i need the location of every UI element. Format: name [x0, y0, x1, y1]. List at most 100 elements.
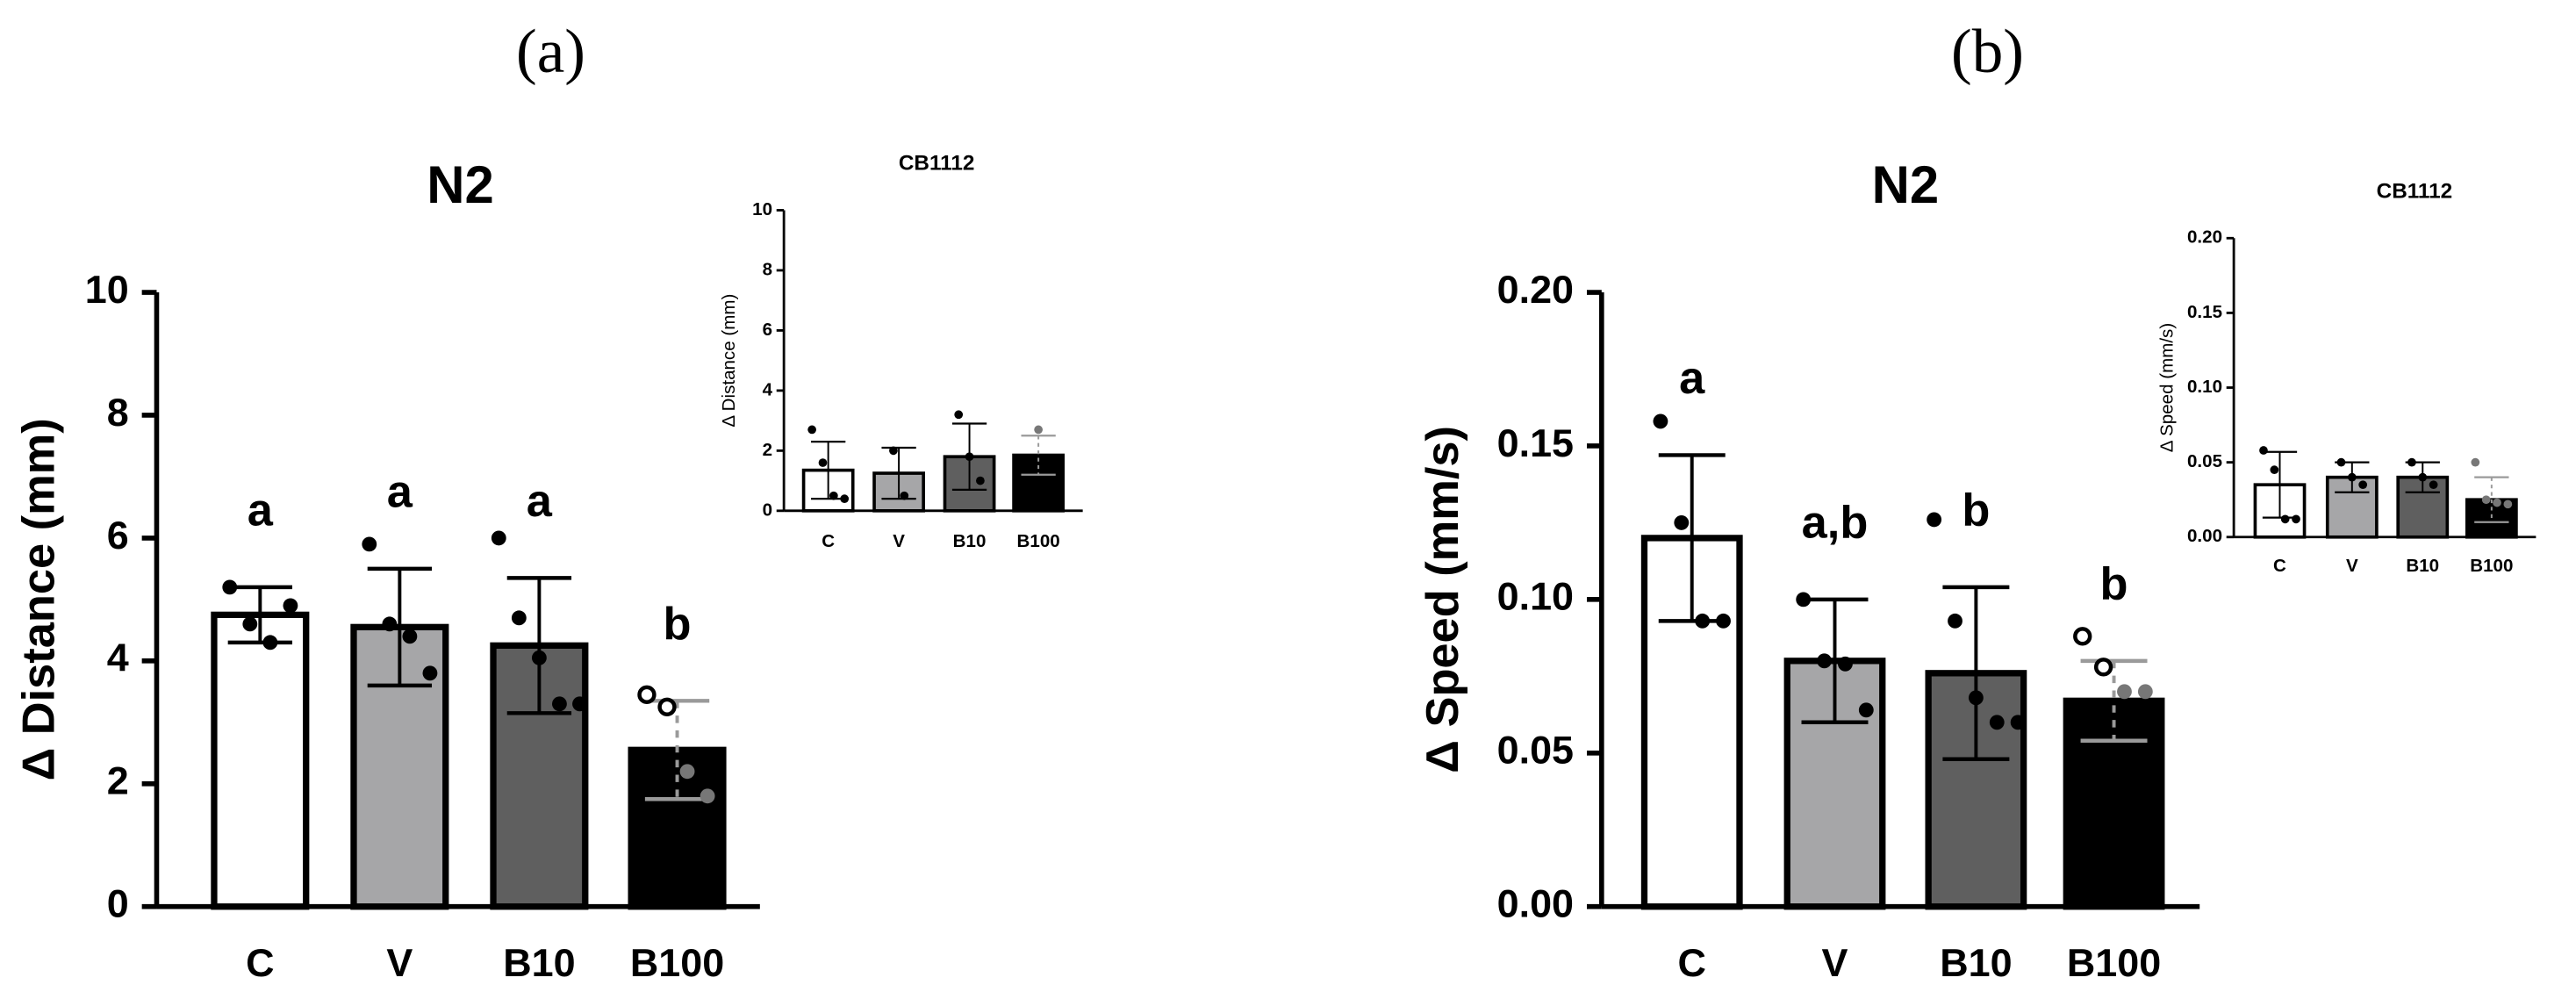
data-point — [807, 425, 817, 435]
y-tick-label: 0 — [107, 881, 129, 926]
data-point — [1674, 514, 1690, 530]
y-tick-label: 0 — [763, 500, 772, 520]
data-point — [222, 579, 238, 595]
bar — [628, 746, 727, 910]
data-point — [2358, 480, 2368, 490]
y-tick-label: 0.00 — [2187, 526, 2222, 546]
bar — [2063, 697, 2165, 910]
data-point — [262, 635, 278, 651]
y-tick-label: 10 — [752, 199, 772, 219]
data-point — [2093, 658, 2113, 677]
chart: CB1112 Δ Distance (mm) 0 2 4 6 8 10 C V B10 B100 — [719, 152, 1083, 551]
x-tick-label: V — [2346, 556, 2358, 576]
data-point — [531, 650, 547, 665]
data-point — [382, 616, 398, 632]
y-tick-label: 8 — [763, 259, 772, 279]
chart: N2 Δ Distance (mm) 0 2 4 6 8 10 Ca Va B10 a B100 b — [13, 155, 760, 985]
y-tick-label: 0.10 — [1497, 574, 1574, 619]
significance-letter: a — [1679, 353, 1705, 404]
data-point — [552, 696, 567, 712]
data-point — [2418, 472, 2428, 482]
chart: N2 Δ Speed (mm/s) 0.00 0.05 0.10 0.15 0.20 Ca Va… — [1417, 155, 2200, 985]
data-point — [2137, 684, 2153, 700]
y-tick-label: 4 — [107, 636, 129, 680]
data-point — [2429, 480, 2438, 490]
data-point — [2481, 495, 2491, 505]
data-point — [829, 491, 838, 500]
data-point — [283, 598, 298, 614]
chart-title: CB1112 — [899, 152, 975, 176]
x-tick-label: V — [386, 940, 413, 985]
y-axis-label: Δ Distance (mm) — [719, 294, 739, 428]
y-tick-label: 0.20 — [2187, 227, 2222, 248]
x-tick-label: B10 — [1940, 940, 2012, 985]
data-point — [2336, 457, 2346, 467]
data-point — [700, 788, 715, 804]
data-point — [954, 410, 964, 420]
data-point — [242, 616, 258, 632]
data-point — [2471, 457, 2480, 467]
data-point — [2073, 627, 2092, 646]
y-tick-label: 0.00 — [1497, 881, 1574, 926]
data-point — [1968, 690, 1984, 706]
data-point — [2503, 500, 2513, 509]
data-point — [637, 685, 657, 704]
significance-letter: b — [664, 599, 692, 650]
data-point — [2292, 514, 2300, 524]
data-point — [2347, 472, 2357, 482]
data-point — [679, 764, 695, 780]
data-point — [2407, 457, 2416, 467]
data-point — [1716, 613, 1731, 629]
chart-title: N2 — [427, 155, 494, 214]
y-tick-label: 10 — [85, 267, 129, 312]
y-tick-label: 2 — [763, 440, 772, 460]
y-tick-label: 0.05 — [2187, 451, 2222, 471]
data-point — [2270, 465, 2279, 475]
y-tick-label: 0.15 — [1497, 421, 1574, 465]
data-point — [2259, 446, 2268, 455]
y-axis-label: Δ Distance (mm) — [13, 418, 64, 780]
x-tick-label: B10 — [953, 531, 987, 551]
data-point — [818, 458, 828, 467]
bar — [211, 611, 310, 910]
y-tick-label: 0.20 — [1497, 267, 1574, 312]
y-tick-label: 0.15 — [2187, 302, 2222, 322]
x-tick-label: B100 — [2067, 940, 2161, 985]
data-point — [1034, 425, 1043, 435]
y-axis-label: Δ Speed (mm/s) — [2157, 323, 2178, 452]
data-point — [1796, 592, 1812, 607]
significance-letter: a,b — [1802, 498, 1869, 549]
data-point — [2493, 498, 2501, 507]
significance-letter: b — [2100, 558, 2128, 609]
y-axis-label: Δ Speed (mm/s) — [1417, 426, 1468, 773]
data-point — [1838, 656, 1853, 672]
data-point — [2010, 715, 2026, 730]
x-tick-label: C — [1678, 940, 1706, 985]
y-tick-label: 8 — [107, 390, 129, 435]
data-point — [976, 476, 985, 485]
data-point — [402, 629, 418, 644]
data-point — [965, 452, 974, 462]
data-point — [491, 530, 506, 546]
data-point — [2280, 514, 2290, 524]
x-tick-label: C — [2273, 556, 2286, 576]
data-point — [1695, 613, 1711, 629]
chart: CB1112 Δ Speed (mm/s) 0.00 0.05 0.10 0.15 0.20… — [2157, 179, 2537, 576]
y-tick-label: 0.10 — [2187, 377, 2222, 397]
data-point — [572, 696, 587, 712]
data-point — [511, 610, 527, 626]
y-tick-label: 4 — [763, 379, 773, 399]
data-point — [362, 536, 377, 552]
data-point — [1817, 653, 1832, 669]
panel-label: (b) — [1951, 18, 2024, 86]
x-tick-label: B10 — [503, 940, 575, 985]
x-tick-label: V — [893, 531, 905, 551]
data-point — [900, 491, 909, 500]
data-point — [1927, 512, 1942, 528]
x-tick-label: B100 — [2470, 556, 2513, 576]
chart-title: CB1112 — [2377, 179, 2453, 203]
data-point — [1989, 715, 2005, 730]
y-tick-label: 0.05 — [1497, 728, 1574, 773]
x-tick-label: V — [1822, 940, 1848, 985]
